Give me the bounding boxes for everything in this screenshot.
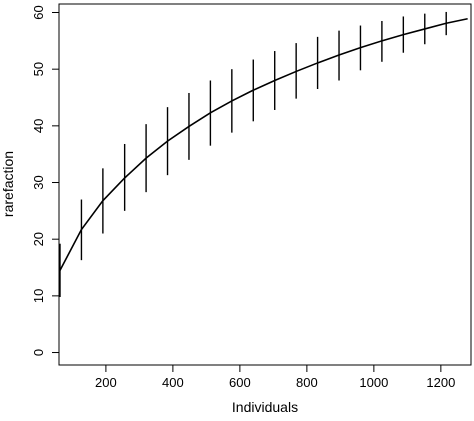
y-tick-label: 0 [31, 349, 46, 356]
x-tick-label: 400 [162, 375, 184, 390]
plot-frame [58, 3, 472, 366]
y-tick-label: 10 [31, 289, 46, 303]
x-axis: 200 400 600 800 1000 1200 [95, 365, 455, 390]
y-axis-label: rarefaction [0, 151, 16, 217]
x-tick-label: 200 [95, 375, 117, 390]
y-axis: 0 10 20 30 40 50 60 [31, 5, 59, 356]
x-axis-label: Individuals [232, 399, 298, 415]
error-bars [59, 11, 447, 297]
x-tick-label: 800 [296, 375, 318, 390]
y-tick-label: 40 [31, 119, 46, 133]
x-tick-label: 600 [229, 375, 251, 390]
y-tick-label: 30 [31, 175, 46, 189]
y-tick-label: 60 [31, 5, 46, 19]
x-tick-label: 1200 [426, 375, 455, 390]
y-tick-label: 50 [31, 62, 46, 76]
x-tick-label: 1000 [359, 375, 388, 390]
rarefaction-curve [59, 17, 468, 271]
y-tick-label: 20 [31, 232, 46, 246]
